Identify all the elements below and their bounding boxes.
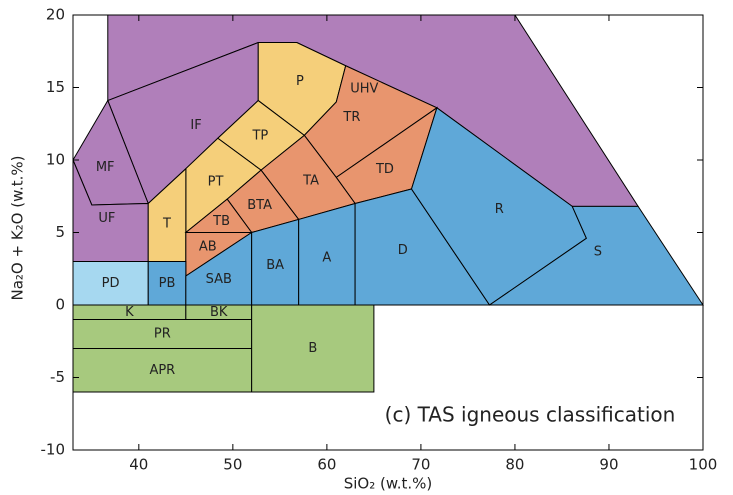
region-label: PR [154, 327, 171, 342]
region-label: UF [98, 211, 115, 226]
region-label: UHV [350, 82, 378, 97]
region-label: P [296, 74, 304, 89]
region-label: TP [251, 129, 268, 144]
region [487, 205, 704, 306]
region-label: R [495, 202, 504, 217]
region-label: K [125, 305, 134, 320]
y-tick-label: 10 [46, 151, 65, 169]
y-tick-label: 15 [46, 78, 65, 96]
region-label: T [162, 216, 171, 231]
y-tick-label: -10 [41, 441, 66, 459]
region-label: D [398, 243, 408, 258]
region-label: IF [190, 118, 201, 133]
region-label: TD [375, 162, 394, 177]
region-label: B [308, 341, 317, 356]
region-label: AB [199, 240, 217, 255]
region-label: PB [159, 276, 176, 291]
region-label: TR [342, 110, 360, 125]
region-label: TA [302, 174, 319, 189]
region-label: PT [208, 174, 224, 189]
region-label: A [322, 251, 331, 266]
region-label: PD [102, 276, 120, 291]
y-tick-label: 5 [55, 223, 65, 241]
region-label: APR [149, 363, 175, 378]
region-label: BK [210, 305, 228, 320]
region-label: TB [212, 214, 230, 229]
y-tick-label: -5 [50, 368, 65, 386]
region [251, 304, 375, 393]
x-axis-label: SiO₂ (w.t.%) [344, 475, 433, 493]
region-label: SAB [206, 272, 232, 287]
y-tick-label: 20 [46, 6, 65, 24]
y-axis-label: Na₂O + K₂O (w.t.%) [9, 155, 27, 300]
x-tick-label: 50 [223, 456, 242, 474]
region-label: S [594, 245, 602, 260]
x-tick-label: 90 [599, 456, 618, 474]
x-tick-label: 40 [129, 456, 148, 474]
y-tick-label: 0 [55, 296, 65, 314]
x-tick-label: 100 [689, 456, 718, 474]
region-label: BA [266, 258, 284, 273]
x-tick-label: 60 [317, 456, 336, 474]
x-tick-label: 70 [411, 456, 430, 474]
annotation: (c) TAS igneous classification [385, 403, 676, 427]
region-label: MF [96, 160, 115, 175]
x-tick-label: 80 [505, 456, 524, 474]
region-label: BTA [247, 198, 272, 213]
